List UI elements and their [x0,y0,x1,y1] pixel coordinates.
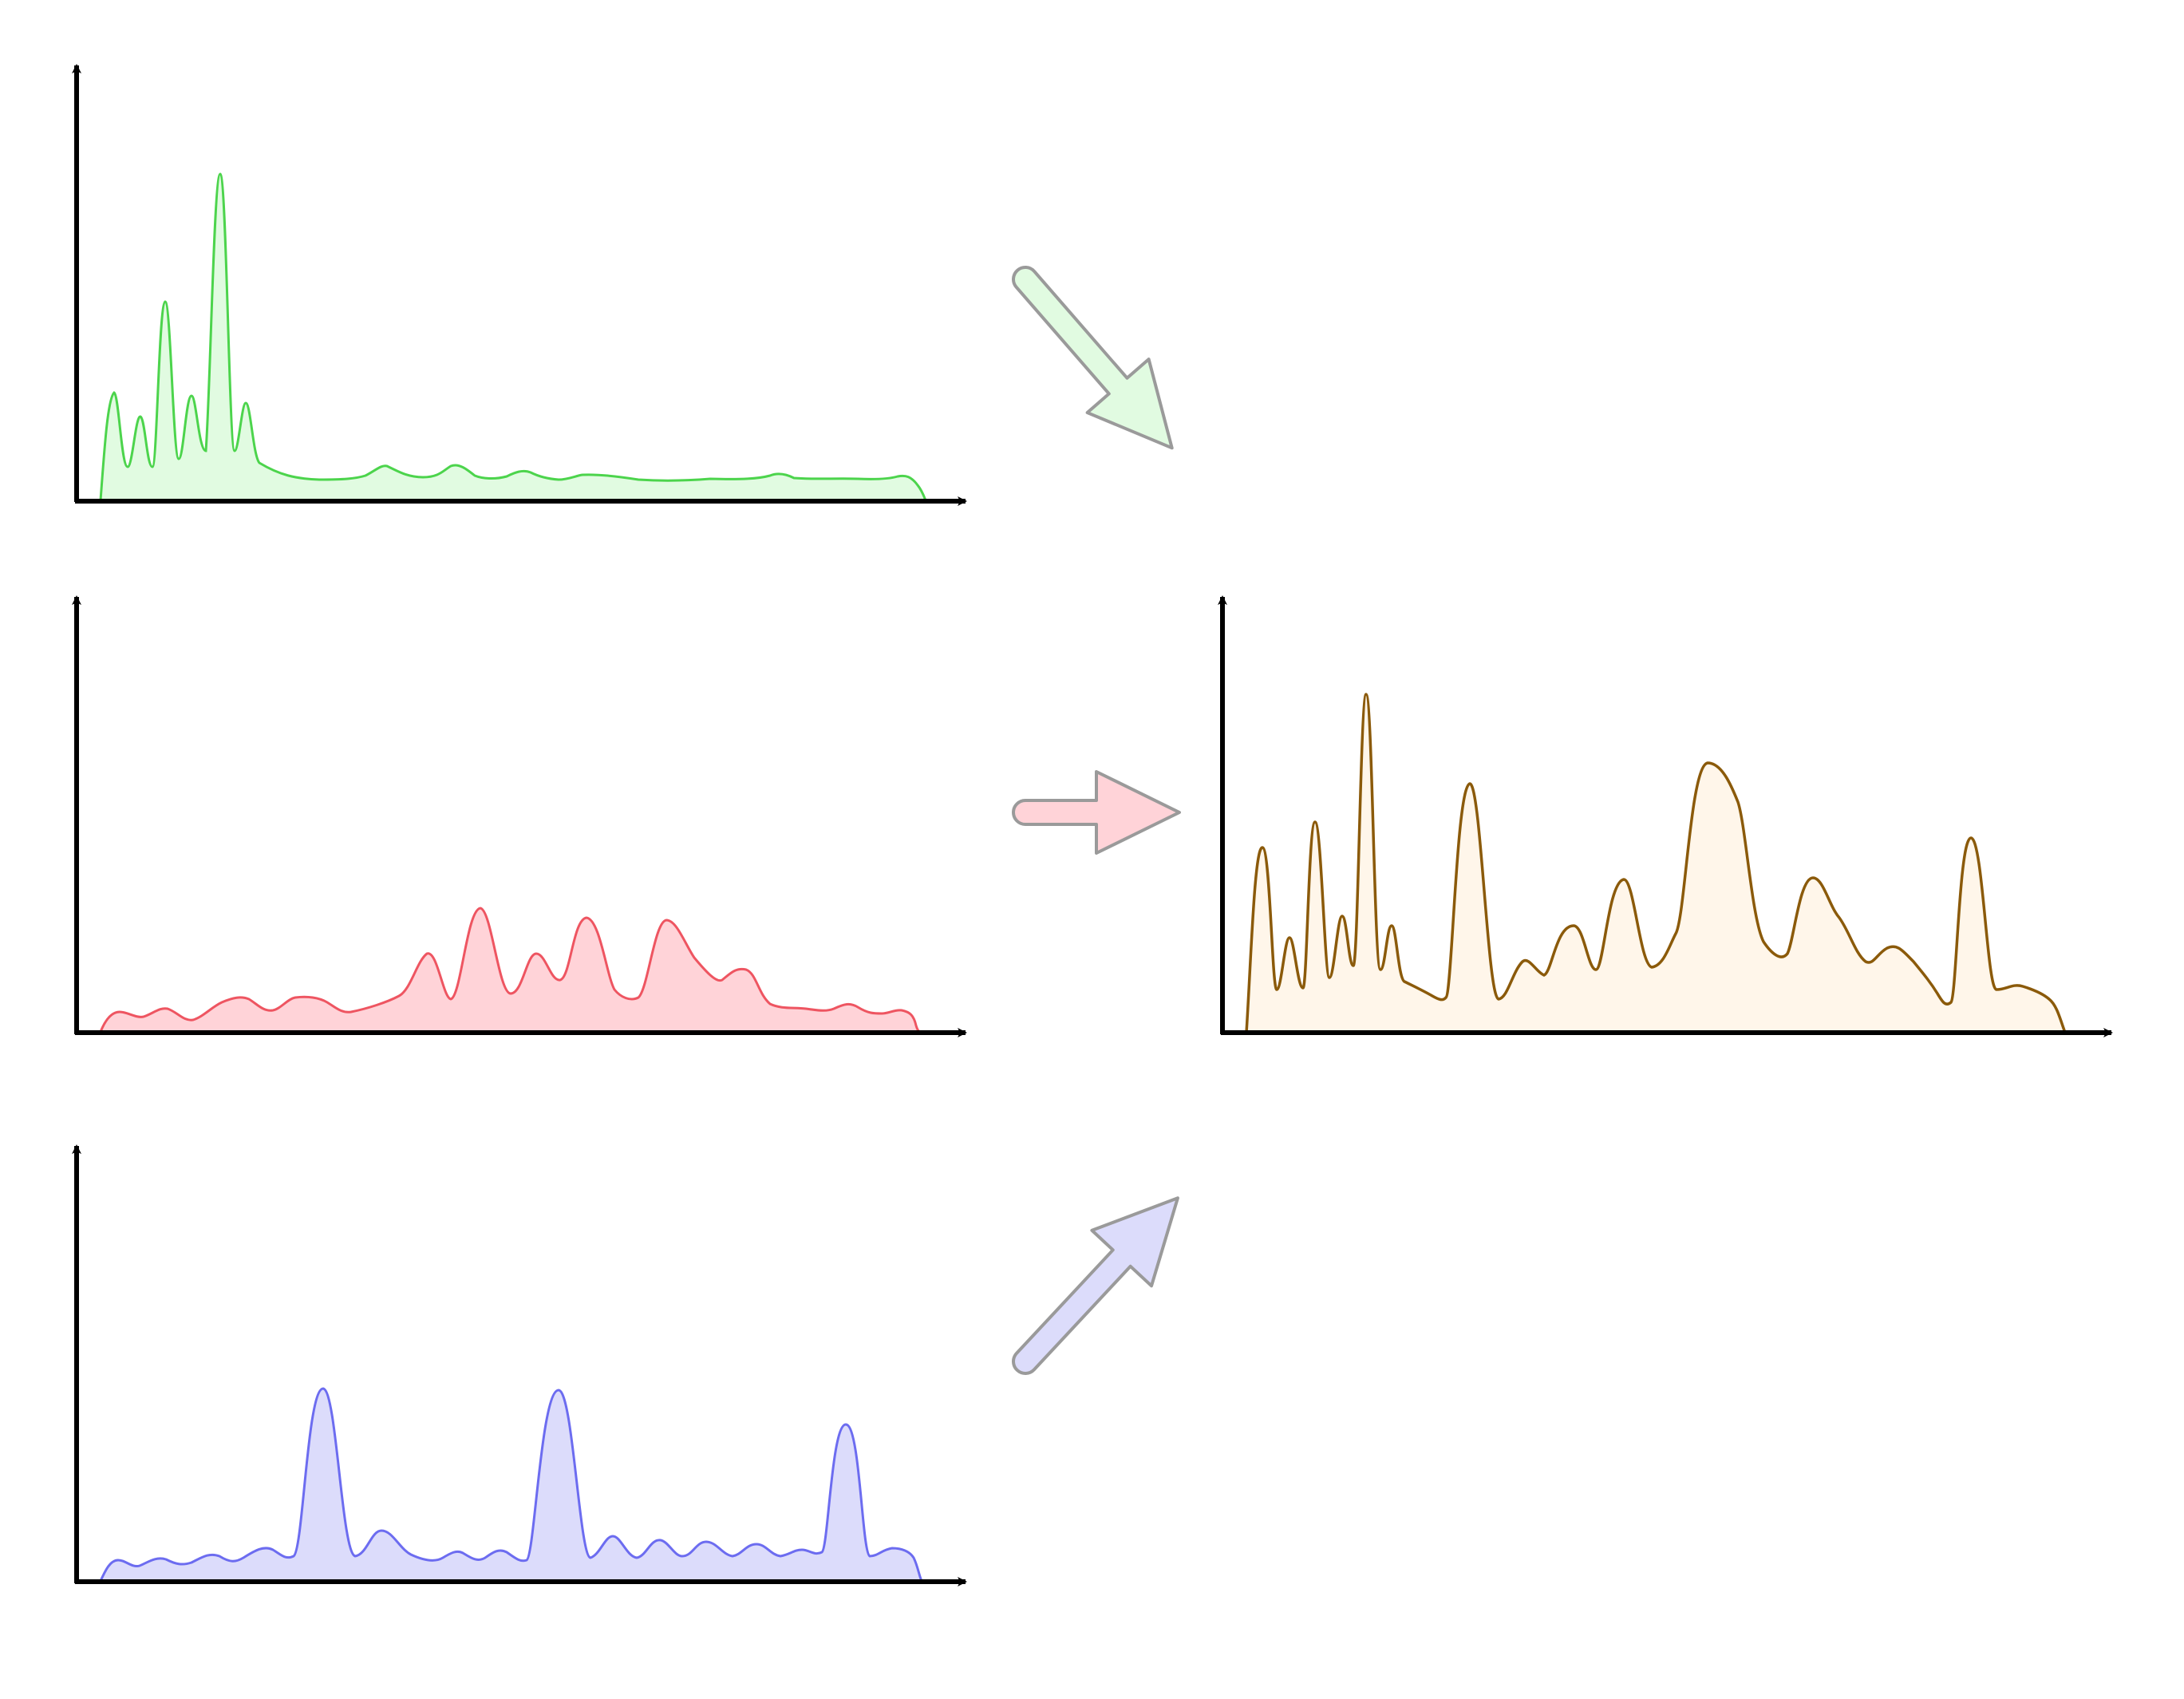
green-spectrum-area [101,174,926,500]
blue-spectrum-line [77,1387,923,1582]
red-spectrum-line [77,907,922,1034]
combined-spectrum-line [1245,693,2067,1033]
red-arrow [1012,770,1181,855]
red-spectrum-panel [72,595,967,1037]
green-arrow [1012,266,1174,450]
green-spectrum-line [99,172,927,501]
blue-arrow [1012,1196,1179,1375]
green-spectrum-panel [72,64,967,506]
blue-spectrum-panel [72,1144,967,1586]
combined-spectrum-panel [1218,595,2113,1037]
blue-spectrum-area [77,1389,922,1582]
combined-spectrum-area [1246,694,2065,1033]
